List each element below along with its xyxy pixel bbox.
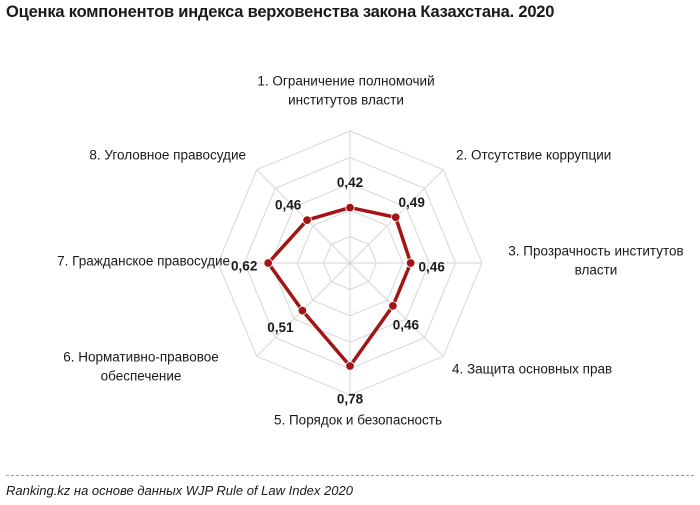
axis-label: обеспечение [101, 369, 182, 384]
data-point [297, 305, 308, 316]
value-label: 0,42 [337, 175, 363, 190]
axis-label: 2. Отсутствие коррупции [456, 148, 611, 163]
data-point [388, 301, 398, 311]
axis-label: 6. Нормативно-правовое [63, 350, 219, 365]
axis-label: 7. Гражданское правосудие [57, 254, 230, 269]
axis-label: институтов власти [288, 93, 404, 108]
axis-label: 1. Ограничение полномочий [257, 74, 434, 89]
data-point [391, 212, 401, 223]
axis-labels: 0,42 0,49 0,46 0,46 0,78 0,51 0,62 0,46 1. Огран… [57, 74, 684, 428]
value-label: 0,78 [337, 392, 364, 407]
value-label: 0,46 [275, 198, 302, 213]
axis-label: 8. Уголовное правосудие [89, 148, 246, 163]
data-point [345, 202, 355, 213]
value-label: 0,62 [231, 259, 257, 274]
grid-spoke [256, 169, 351, 264]
axis-label: 3. Прозрачность институтов [508, 244, 683, 259]
data-point [406, 258, 416, 268]
data-point [345, 361, 355, 371]
axis-label: 5. Порядок и безопасность [274, 413, 442, 428]
radar-chart: 0,42 0,49 0,46 0,46 0,78 0,51 0,62 0,46 1. Огран… [57, 74, 684, 428]
data-point [302, 215, 312, 225]
value-label: 0,51 [267, 320, 294, 335]
axis-label: 4. Защита основных прав [452, 362, 612, 377]
source-note: Ranking.kz на основе данных WJP Rule of … [6, 483, 353, 498]
value-label: 0,49 [399, 195, 425, 210]
radar-series [263, 202, 416, 371]
axis-label: власти [575, 263, 618, 278]
value-label: 0,46 [393, 317, 420, 332]
grid-spoke [349, 262, 444, 357]
chart-title: Оценка компонентов индекса верховенства … [6, 3, 555, 21]
data-point [263, 258, 273, 268]
value-label: 0,46 [419, 260, 446, 275]
footer-divider [6, 475, 694, 476]
